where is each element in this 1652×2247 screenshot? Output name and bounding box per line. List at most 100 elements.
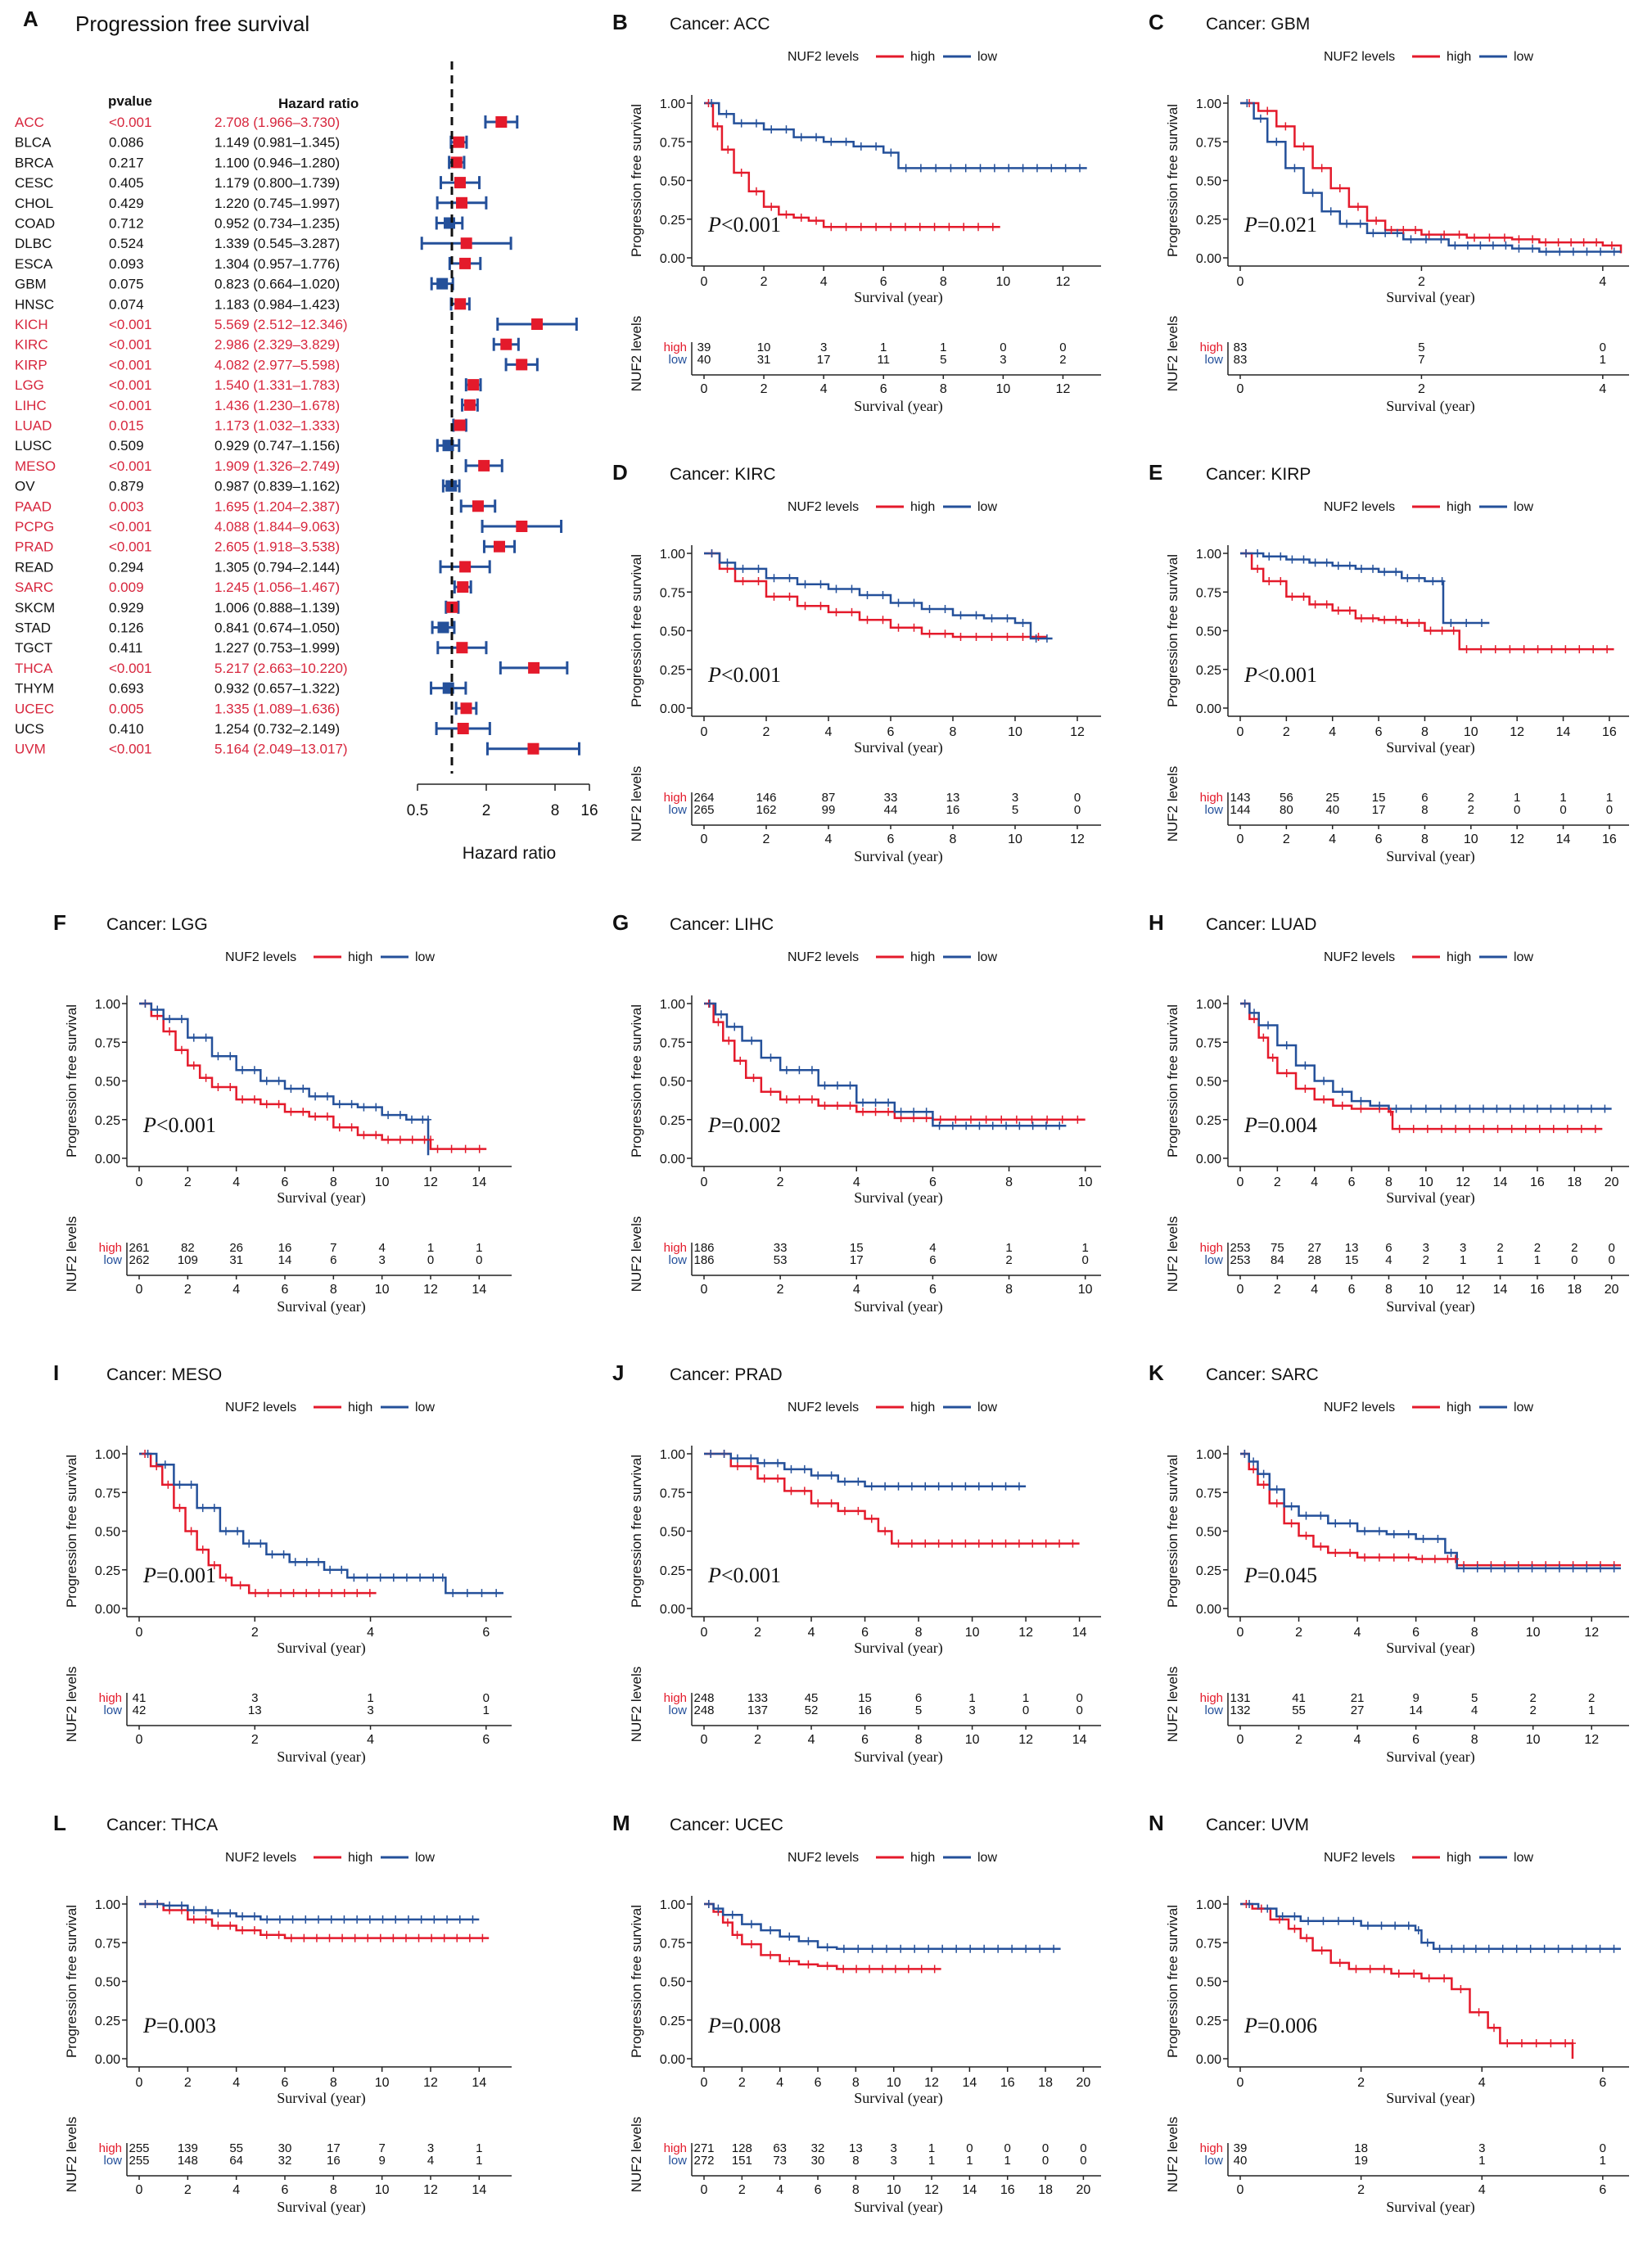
low-censor-mark [1382, 228, 1389, 237]
high-censor-mark [427, 1135, 434, 1144]
pvalue-value: =0.001 [156, 1563, 216, 1587]
panel-letter: L [53, 1811, 66, 1835]
high-censor-mark [1282, 122, 1289, 131]
x-tick-label: 2 [1357, 2076, 1365, 2090]
forest-hr-text: 1.173 (1.032–1.333) [214, 418, 340, 434]
high-censor-mark [199, 1545, 206, 1554]
x-tick-label: 6 [861, 1626, 869, 1640]
risk-x-tick-label: 4 [367, 1733, 374, 1747]
high-censor-mark [214, 1921, 222, 1930]
forest-cancer-label: KICH [15, 317, 48, 332]
risk-x-tick-label: 10 [1419, 1283, 1433, 1297]
x-tick-label: 4 [776, 2076, 783, 2090]
low-censor-mark [788, 1464, 795, 1473]
risk-x-tick-label: 8 [330, 1283, 337, 1297]
low-censor-mark [752, 119, 760, 128]
high-censor-mark [1515, 235, 1523, 244]
high-censor-mark [176, 1504, 183, 1513]
high-censor-mark [440, 1933, 448, 1942]
risk-high-count: 87 [822, 791, 836, 805]
y-tick-label: 1.00 [1196, 1898, 1221, 1912]
x-tick-label: 10 [995, 275, 1010, 289]
low-censor-mark [1478, 619, 1485, 628]
low-censor-mark [178, 1901, 185, 1910]
risk-low-count: 2 [1059, 353, 1066, 367]
high-censor-mark [1593, 238, 1600, 247]
high-survival-curve [704, 1902, 941, 1970]
low-censor-mark [786, 574, 793, 583]
legend-title: NUF2 levels [225, 1851, 296, 1865]
forest-hr-text: 1.909 (1.326–2.749) [214, 458, 340, 474]
high-censor-mark [808, 1095, 815, 1104]
x-tick-label: 0 [1237, 1626, 1244, 1640]
risk-x-tick-label: 2 [184, 1283, 192, 1297]
high-censor-mark [761, 1474, 768, 1483]
low-censor-mark [1302, 1061, 1309, 1070]
low-censor-mark [227, 1052, 234, 1061]
high-censor-mark [1334, 606, 1342, 615]
high-censor-mark [328, 1589, 336, 1598]
high-censor-mark [833, 607, 840, 616]
risk-x-tick-label: 18 [1567, 1283, 1582, 1297]
low-survival-curve [1240, 1452, 1621, 1570]
y-tick-label: 0.50 [660, 625, 685, 639]
low-censor-mark [1601, 1104, 1609, 1113]
risk-low-count: 0 [1606, 803, 1613, 817]
risk-x-tick-label: 0 [1237, 832, 1244, 846]
high-censor-mark [937, 1115, 944, 1124]
risk-high-label: high [99, 1241, 122, 1255]
low-censor-mark [214, 1052, 222, 1061]
high-censor-mark [263, 1930, 270, 1939]
forest-cancer-label: HNSC [15, 296, 54, 312]
forest-cancer-label: DLBC [15, 236, 52, 251]
legend-low-label: low [415, 1851, 435, 1865]
y-tick-label: 0.25 [95, 2015, 120, 2028]
risk-x-axis-label: Survival (year) [854, 2199, 942, 2216]
x-tick-label: 2 [1418, 275, 1425, 289]
forest-pvalue: <0.001 [109, 377, 151, 393]
y-tick-label: 0.75 [1196, 1487, 1221, 1500]
x-tick-label: 18 [1567, 1175, 1582, 1189]
x-tick-label: 0 [1237, 275, 1244, 289]
low-censor-mark [864, 591, 871, 600]
high-censor-mark [287, 1108, 295, 1117]
risk-low-count: 30 [811, 2154, 825, 2168]
low-censor-mark [1422, 1104, 1429, 1113]
risk-x-axis-label: Survival (year) [854, 848, 942, 865]
high-censor-mark [860, 1108, 867, 1117]
risk-high-count: 133 [747, 1691, 768, 1705]
risk-high-label: high [1200, 2141, 1223, 2155]
low-censor-mark [251, 1066, 258, 1075]
risk-low-count: 1 [1600, 2154, 1606, 2168]
low-censor-mark [953, 1944, 960, 1953]
high-censor-mark [377, 1933, 384, 1942]
high-censor-mark [1506, 645, 1514, 654]
low-censor-mark [957, 611, 964, 620]
high-censor-mark [786, 592, 793, 601]
pvalue-p: P [142, 1113, 156, 1137]
low-censor-mark [1477, 241, 1484, 250]
risk-high-label: high [1200, 791, 1223, 805]
risk-y-axis-label: NUF2 levels [64, 1216, 79, 1293]
high-censor-mark [1346, 606, 1353, 615]
y-tick-label: 0.25 [660, 2015, 685, 2028]
pvalue-p: P [1244, 213, 1257, 237]
risk-high-count: 0 [1059, 341, 1066, 354]
high-censor-mark [1463, 645, 1470, 654]
low-censor-mark [902, 164, 910, 173]
hr-marker [459, 257, 472, 269]
risk-high-count: 13 [1345, 1241, 1359, 1255]
low-censor-mark [1583, 1563, 1591, 1572]
risk-x-tick-label: 2 [1418, 382, 1425, 396]
risk-low-count: 0 [1042, 2154, 1049, 2168]
risk-x-tick-label: 0 [701, 832, 708, 846]
low-censor-mark [897, 1108, 905, 1117]
y-tick-label: 1.00 [1196, 548, 1221, 562]
high-censor-mark [1400, 225, 1407, 234]
legend-title: NUF2 levels [1324, 950, 1395, 964]
x-tick-label: 2 [1295, 1626, 1302, 1640]
low-censor-mark [887, 148, 895, 157]
legend-title: NUF2 levels [225, 950, 296, 964]
low-censor-mark [738, 119, 745, 128]
